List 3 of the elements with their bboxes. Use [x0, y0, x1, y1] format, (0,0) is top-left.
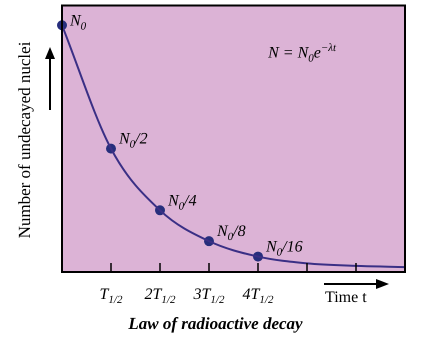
- x-axis-title: Time t: [325, 289, 367, 307]
- text: Law of radioactive decay: [127, 314, 304, 334]
- y-axis-title: Number of undecayed nuclei: [15, 42, 35, 238]
